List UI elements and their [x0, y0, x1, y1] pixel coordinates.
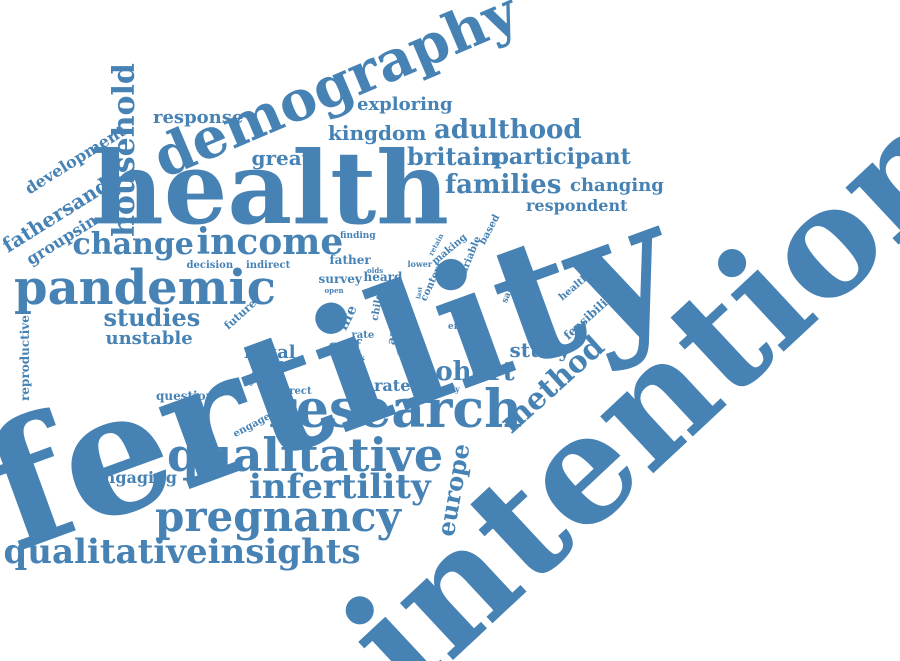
cloud-word: study — [509, 338, 571, 362]
cloud-word: finding — [340, 230, 376, 241]
cloud-word: family — [432, 384, 460, 394]
cloud-word: pregnancy — [155, 492, 401, 541]
cloud-word: pandemic — [14, 260, 276, 316]
cloud-word: families — [445, 170, 562, 200]
cloud-word: self — [329, 336, 362, 355]
cloud-word: health — [91, 129, 450, 247]
cloud-word: reproductive — [17, 315, 32, 401]
cloud-word: rated — [374, 376, 422, 395]
cloud-word: lower — [407, 259, 433, 269]
cloud-word: exploring — [357, 94, 453, 115]
cloud-word: studies — [103, 303, 201, 332]
cloud-word: changing — [570, 175, 664, 196]
cloud-word: question — [156, 389, 215, 403]
cloud-word: father — [329, 253, 371, 267]
cloud-word: time — [331, 348, 349, 358]
cloud-word: part — [379, 288, 396, 298]
cloud-word: decision — [186, 260, 234, 271]
cloud-word: end — [316, 308, 331, 318]
cloud-word: data — [381, 297, 399, 307]
cloud-word: olds — [367, 265, 384, 275]
cloud-word: britain — [407, 142, 499, 171]
cloud-word: indirect — [246, 260, 291, 271]
cloud-word: household — [106, 63, 142, 237]
cloud-word: infertility — [249, 467, 431, 507]
cloud-word: qualitativeinsights — [3, 532, 361, 572]
cloud-word: unstable — [105, 328, 193, 349]
cloud-word: range — [442, 304, 472, 315]
cloud-word: great — [251, 146, 311, 170]
cloud-word: work — [345, 352, 365, 362]
cloud-word: income — [196, 221, 344, 263]
cloud-word: open — [324, 285, 344, 295]
cloud-word: research — [268, 379, 522, 440]
cloud-word: respondent — [526, 196, 628, 215]
cloud-word: heard — [363, 270, 403, 284]
cloud-word: natal — [244, 342, 296, 363]
cloud-word: participant — [493, 144, 631, 170]
cloud-word: qualitative — [167, 428, 444, 482]
cloud-word: direct — [278, 386, 312, 397]
cloud-word: change — [72, 227, 194, 262]
cloud-word: kingdom — [328, 121, 427, 145]
cloud-word: response — [153, 107, 244, 128]
cloud-word: rate — [351, 330, 375, 341]
cloud-word: survey — [318, 272, 362, 286]
cloud-word: adulthood — [434, 115, 582, 145]
cloud-word: effect — [448, 321, 477, 332]
cloud-word: cohort — [419, 357, 515, 387]
cloud-word: goal — [396, 345, 414, 355]
cloud-word: engaging — [93, 468, 177, 487]
